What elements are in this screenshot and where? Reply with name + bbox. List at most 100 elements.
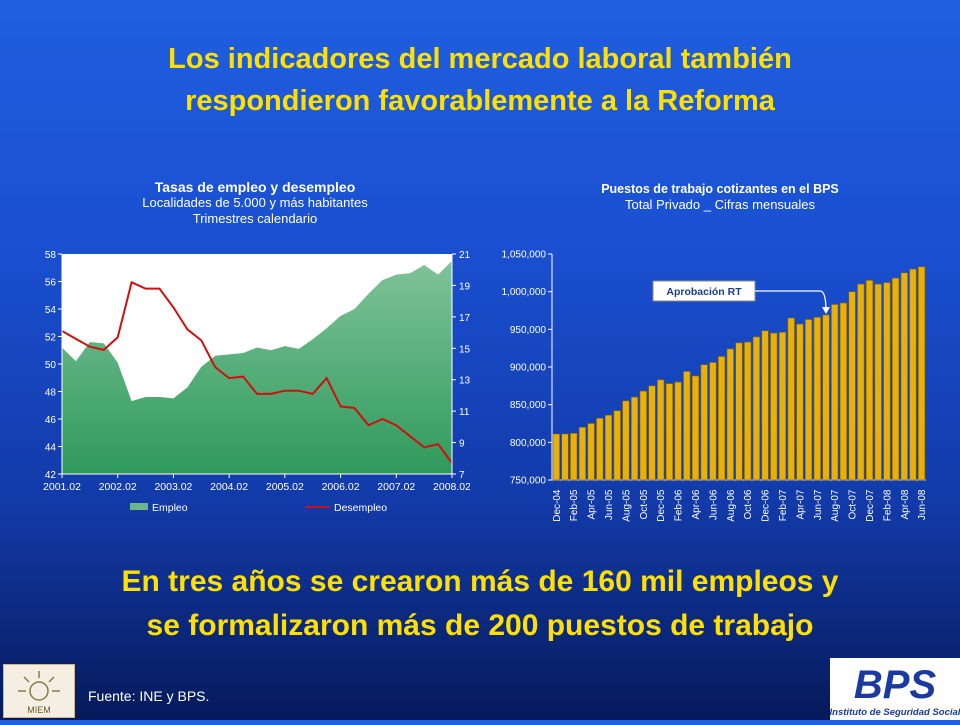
bar <box>631 396 639 481</box>
bar <box>665 383 674 481</box>
bar <box>865 280 874 481</box>
bps-contributors-chart: 1,050,000 1,000,000 950,000 900,000 850,000 8… <box>502 250 929 522</box>
x-tick-label: Feb-06 <box>674 489 685 521</box>
sun-emblem-icon: MIEM <box>18 671 60 715</box>
bar <box>561 433 569 481</box>
legend-employment-label: Empleo <box>152 502 188 514</box>
x-tick-label: Apr-08 <box>900 489 911 519</box>
left-tick-label: 52 <box>45 333 57 344</box>
right-tick-label: 21 <box>459 250 470 261</box>
employment-chart-header: Tasas de empleo y desempleo Localidades … <box>60 179 450 227</box>
x-tick-label: Oct-07 <box>848 489 859 519</box>
unemployment-line <box>61 280 453 464</box>
title-line-1: Los indicadores del mercado laboral tamb… <box>168 43 792 75</box>
bps-chart-subtitle: Total Privado _ Cifras mensuales <box>624 197 816 212</box>
x-tick-label: 2006.02 <box>322 481 360 493</box>
x-tick-label: Jun-05 <box>604 489 615 520</box>
bar <box>709 362 717 481</box>
miem-logo-text: MIEM <box>27 705 51 715</box>
left-tick-label: 48 <box>45 388 57 399</box>
x-tick-label: Aug-06 <box>726 489 737 522</box>
employment-chart-subtitle-2: Trimestres calendario <box>192 211 318 226</box>
bps-chart-title: Puestos de trabajo cotizantes en el BPS <box>601 182 839 196</box>
bar <box>900 272 908 481</box>
x-tick-label: Feb-05 <box>569 489 580 521</box>
bar <box>857 283 865 481</box>
right-tick-label: 17 <box>459 313 470 324</box>
x-tick-label: 2008.02 <box>433 481 470 493</box>
bar <box>718 356 726 481</box>
bar <box>778 332 787 481</box>
bar <box>622 400 630 481</box>
bar <box>752 336 761 481</box>
x-tick-label: Oct-05 <box>639 489 650 519</box>
x-tick-label: 2004.02 <box>210 481 248 493</box>
x-tick-label: Dec-05 <box>656 489 667 522</box>
bar <box>883 282 891 481</box>
bar <box>639 390 647 481</box>
bar <box>804 319 813 481</box>
x-tick-label: Jun-07 <box>813 489 824 520</box>
bps-logo-text: BPS <box>854 663 937 707</box>
x-tick-label: Apr-07 <box>795 489 806 519</box>
bar <box>796 323 804 481</box>
right-tick-label: 19 <box>459 281 470 292</box>
x-tick-label: Apr-06 <box>691 489 702 519</box>
left-tick-label: 56 <box>45 278 57 289</box>
conclusion-text: En tres años se crearon más de 160 mil e… <box>0 560 960 648</box>
bar <box>744 341 752 481</box>
x-tick-label: 2005.02 <box>266 481 304 493</box>
annotation-label: Aprobación RT <box>666 286 742 298</box>
bar <box>874 283 882 481</box>
y-tick-label: 1,050,000 <box>502 250 547 261</box>
right-tick-label: 7 <box>459 470 465 481</box>
x-tick-label: 2007.02 <box>377 481 415 493</box>
x-tick-label: Jun-08 <box>917 489 928 520</box>
title-line-2: respondieron favorablemente a la Reforma <box>185 85 775 117</box>
bar <box>552 433 560 481</box>
bar <box>683 371 691 481</box>
bar <box>657 379 665 481</box>
bar <box>735 342 743 481</box>
bar <box>909 268 917 481</box>
bar <box>822 314 830 481</box>
x-tick-label: Oct-06 <box>743 489 754 519</box>
x-tick-label: 2001.02 <box>43 481 81 493</box>
bps-chart-header: Puestos de trabajo cotizantes en el BPS … <box>500 181 940 213</box>
bar <box>700 364 708 481</box>
source-note: Fuente: INE y BPS. <box>88 688 210 704</box>
legend-employment-swatch <box>130 503 148 510</box>
x-tick-label: Apr-05 <box>587 489 598 519</box>
bar <box>578 427 586 481</box>
conclusion-line-2: se formalizaron más de 200 puestos de tr… <box>146 609 814 642</box>
slide-title: Los indicadores del mercado laboral tamb… <box>0 38 960 122</box>
bps-logo-mark: BPS Instituto de Seguridad Social <box>830 663 960 718</box>
left-tick-label: 42 <box>45 470 57 481</box>
x-tick-label: Dec-04 <box>552 489 563 522</box>
bps-logo: BPS Instituto de Seguridad Social <box>830 658 960 720</box>
employment-chart-title: Tasas de empleo y desempleo <box>154 179 356 195</box>
y-tick-label: 900,000 <box>510 363 547 374</box>
bar <box>848 291 856 481</box>
bar <box>891 277 900 481</box>
y-tick-label: 800,000 <box>510 438 547 449</box>
left-tick-label: 50 <box>45 360 57 371</box>
right-tick-label: 9 <box>459 439 465 450</box>
employment-area <box>62 260 452 474</box>
employment-chart-subtitle-1: Localidades de 5.000 y más habitantes <box>142 195 368 210</box>
bar <box>839 302 848 481</box>
legend-unemployment-label: Desempleo <box>334 502 387 514</box>
y-tick-label: 750,000 <box>510 476 547 487</box>
x-tick-label: Feb-07 <box>778 489 789 521</box>
x-tick-label: 2003.02 <box>154 481 192 493</box>
annotation-arrow <box>755 290 827 312</box>
y-tick-label: 1,000,000 <box>502 287 547 298</box>
x-tick-label: 2002.02 <box>99 481 137 493</box>
bar <box>831 304 839 481</box>
employment-unemployment-chart: 58 56 54 52 50 48 46 44 42 21 19 17 15 13 11 9 7 2001.02 2… <box>43 250 470 514</box>
annotation-arrowhead <box>821 307 830 315</box>
x-tick-label: Dec-07 <box>865 489 876 522</box>
left-tick-label: 46 <box>45 415 57 426</box>
bar <box>770 332 778 481</box>
bar <box>570 433 578 481</box>
